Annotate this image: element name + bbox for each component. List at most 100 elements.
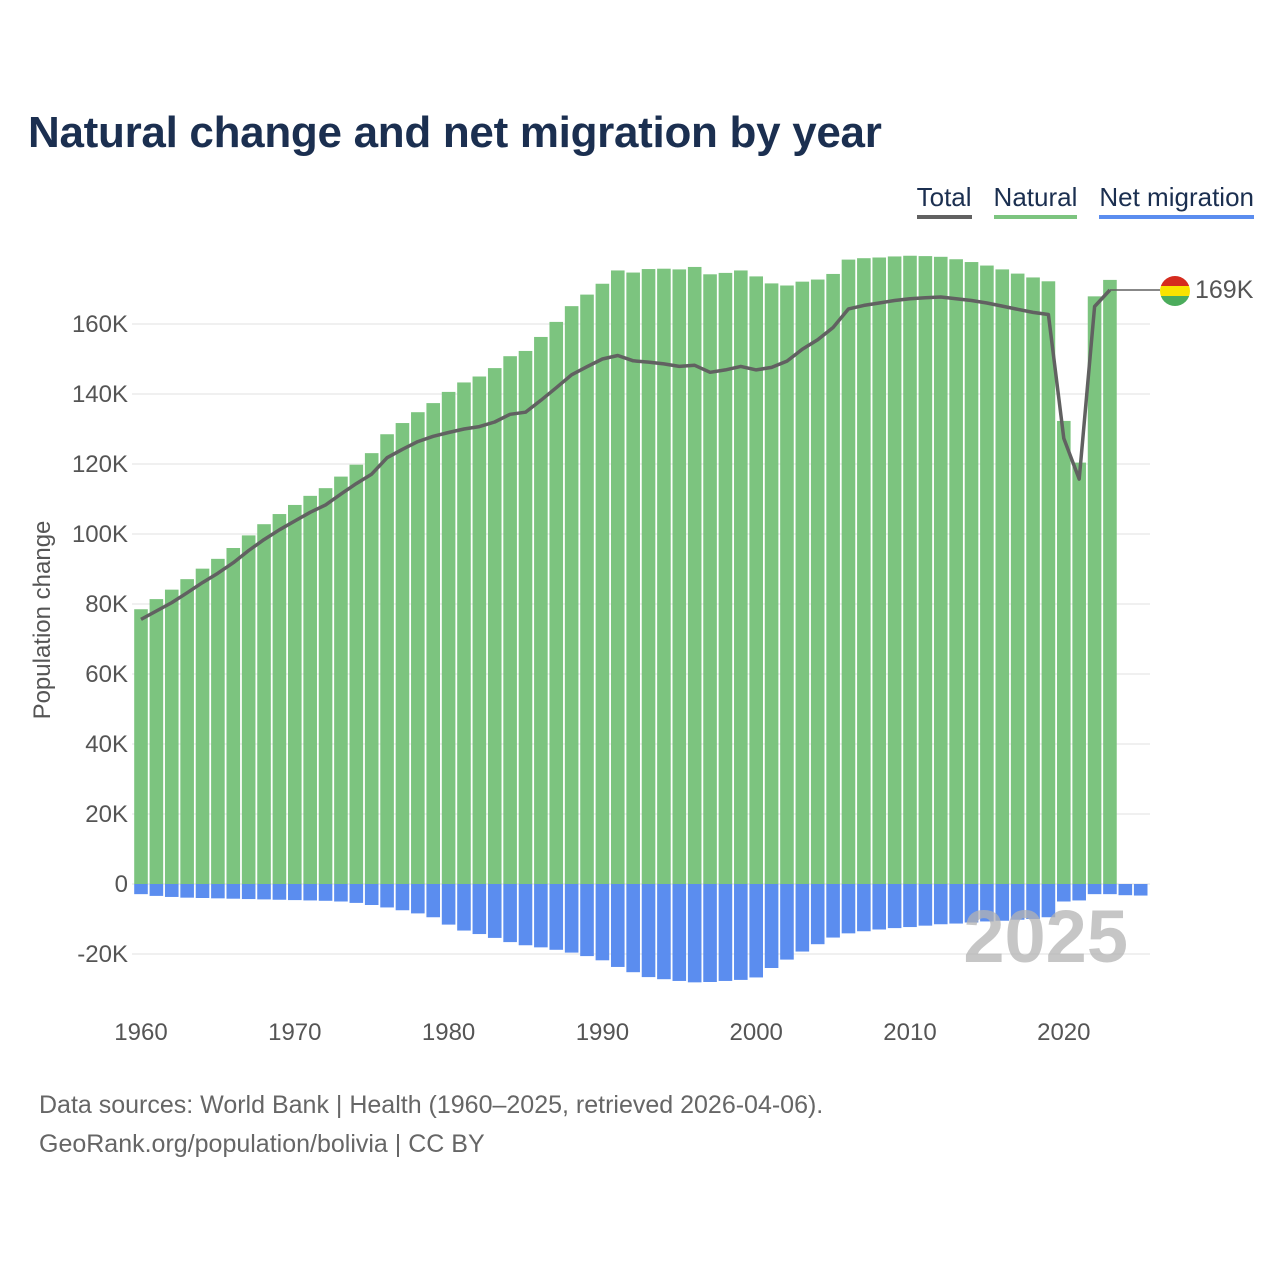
migration-bar-2002[interactable] (780, 884, 794, 960)
migration-bar-1965[interactable] (211, 884, 225, 899)
migration-bar-2012[interactable] (933, 884, 948, 925)
natural-bar-1998[interactable] (718, 272, 733, 884)
natural-bar-1997[interactable] (703, 274, 717, 884)
migration-bar-1972[interactable] (318, 884, 333, 901)
migration-bar-1998[interactable] (718, 884, 733, 981)
migration-bar-2015[interactable] (980, 884, 994, 922)
natural-bar-2021[interactable] (1072, 462, 1086, 884)
natural-bar-2023[interactable] (1103, 279, 1117, 884)
migration-bar-2001[interactable] (764, 884, 779, 968)
migration-bar-1964[interactable] (195, 884, 210, 898)
migration-bar-1967[interactable] (241, 884, 256, 900)
migration-bar-2011[interactable] (918, 884, 933, 926)
natural-bar-1977[interactable] (395, 423, 410, 884)
migration-bar-2023[interactable] (1103, 884, 1117, 895)
migration-bar-1968[interactable] (257, 884, 271, 900)
natural-bar-1987[interactable] (549, 321, 564, 884)
natural-bar-1981[interactable] (457, 382, 471, 884)
migration-bar-2004[interactable] (810, 884, 825, 945)
natural-bar-1982[interactable] (472, 376, 487, 885)
migration-bar-1996[interactable] (687, 884, 702, 983)
natural-bar-1976[interactable] (380, 434, 394, 884)
natural-bar-2011[interactable] (918, 256, 933, 885)
natural-bar-1999[interactable] (734, 270, 748, 884)
natural-bar-2003[interactable] (795, 281, 810, 884)
migration-bar-2010[interactable] (903, 884, 917, 928)
natural-bar-2006[interactable] (841, 259, 856, 885)
natural-bar-2016[interactable] (995, 269, 1010, 884)
migration-bar-1983[interactable] (487, 884, 502, 938)
migration-bar-1962[interactable] (164, 884, 179, 897)
natural-bar-2014[interactable] (964, 262, 979, 884)
migration-bar-1997[interactable] (703, 884, 717, 982)
natural-bar-1968[interactable] (257, 524, 271, 884)
migration-bar-2016[interactable] (995, 884, 1010, 921)
natural-bar-2020[interactable] (1057, 420, 1071, 884)
natural-bar-1967[interactable] (241, 535, 256, 884)
natural-bar-2000[interactable] (749, 276, 763, 884)
legend-total[interactable]: Total (916, 182, 972, 219)
natural-bar-1993[interactable] (641, 269, 656, 884)
natural-bar-1963[interactable] (180, 579, 194, 884)
natural-bar-2008[interactable] (872, 257, 887, 885)
migration-bar-1987[interactable] (549, 884, 564, 950)
migration-bar-1979[interactable] (426, 884, 441, 918)
migration-bar-1988[interactable] (564, 884, 579, 953)
migration-bar-2021[interactable] (1072, 884, 1086, 901)
migration-bar-1978[interactable] (411, 884, 425, 914)
natural-bar-1970[interactable] (288, 504, 302, 884)
migration-bar-2009[interactable] (887, 884, 902, 929)
natural-bar-1960[interactable] (134, 609, 148, 884)
migration-bar-1981[interactable] (457, 884, 471, 931)
natural-bar-2007[interactable] (857, 258, 871, 884)
natural-bar-2010[interactable] (903, 255, 917, 884)
natural-bar-1966[interactable] (226, 548, 241, 884)
migration-bar-1980[interactable] (441, 884, 456, 925)
natural-bar-1984[interactable] (503, 356, 517, 884)
migration-bar-2022[interactable] (1087, 884, 1102, 895)
migration-bar-2024[interactable] (1118, 884, 1133, 896)
migration-bar-1982[interactable] (472, 884, 487, 935)
legend-net-migration[interactable]: Net migration (1099, 182, 1254, 219)
natural-bar-1986[interactable] (534, 336, 548, 884)
natural-bar-2015[interactable] (980, 265, 994, 884)
natural-bar-1985[interactable] (518, 350, 533, 884)
natural-bar-1979[interactable] (426, 403, 441, 884)
natural-bar-1965[interactable] (211, 558, 225, 884)
migration-bar-1966[interactable] (226, 884, 241, 899)
natural-bar-2017[interactable] (1010, 273, 1025, 885)
natural-bar-1989[interactable] (580, 294, 594, 885)
migration-bar-1963[interactable] (180, 884, 194, 898)
migration-bar-1989[interactable] (580, 884, 594, 957)
natural-bar-1978[interactable] (411, 412, 425, 884)
natural-bar-1973[interactable] (334, 476, 348, 884)
migration-bar-2013[interactable] (949, 884, 963, 924)
natural-bar-1969[interactable] (272, 514, 287, 884)
migration-bar-2005[interactable] (826, 884, 840, 938)
natural-bar-2004[interactable] (810, 279, 825, 884)
natural-bar-2022[interactable] (1087, 296, 1102, 885)
natural-bar-1971[interactable] (303, 495, 317, 884)
migration-bar-2014[interactable] (964, 884, 979, 923)
natural-bar-2012[interactable] (933, 256, 948, 884)
migration-bar-2008[interactable] (872, 884, 887, 930)
natural-bar-1972[interactable] (318, 488, 333, 884)
natural-bar-1964[interactable] (195, 568, 210, 884)
natural-bar-2009[interactable] (887, 256, 902, 884)
migration-bar-1969[interactable] (272, 884, 287, 900)
migration-bar-2020[interactable] (1057, 884, 1071, 902)
migration-bar-1960[interactable] (134, 884, 148, 895)
migration-bar-2019[interactable] (1041, 884, 1056, 918)
natural-bar-2019[interactable] (1041, 281, 1056, 884)
migration-bar-1986[interactable] (534, 884, 548, 948)
migration-bar-1976[interactable] (380, 884, 394, 908)
migration-bar-1975[interactable] (364, 884, 379, 905)
natural-bar-1962[interactable] (164, 589, 179, 884)
natural-bar-2002[interactable] (780, 285, 794, 885)
natural-bar-1992[interactable] (626, 272, 640, 884)
natural-bar-1980[interactable] (441, 391, 456, 884)
natural-bar-1975[interactable] (364, 453, 379, 884)
migration-bar-1985[interactable] (518, 884, 533, 946)
migration-bar-2018[interactable] (1026, 884, 1040, 919)
migration-bar-1984[interactable] (503, 884, 517, 943)
